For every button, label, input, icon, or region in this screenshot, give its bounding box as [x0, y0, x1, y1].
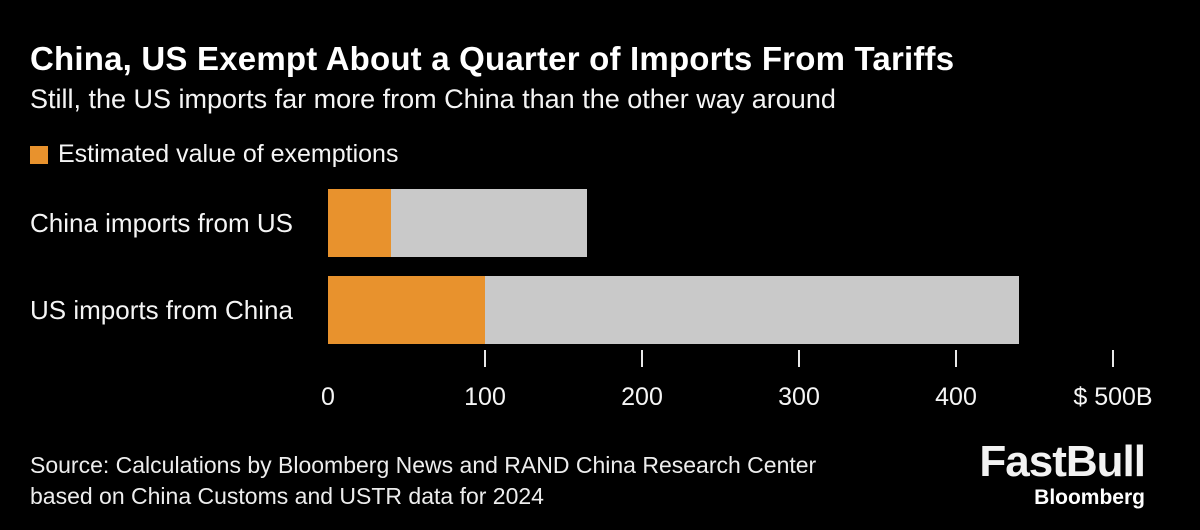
legend: Estimated value of exemptions	[30, 140, 398, 169]
fastbull-logo: FastBull	[979, 437, 1146, 486]
axis-tick-label: 100	[464, 383, 506, 411]
bar-segment-remaining	[485, 276, 1019, 344]
branding: FastBull Bloomberg	[979, 437, 1146, 510]
page-title: China, US Exempt About a Quarter of Impo…	[30, 40, 955, 77]
bar-track	[328, 276, 1113, 344]
source-note: Source: Calculations by Bloomberg News a…	[30, 450, 816, 512]
axis-tick-mark	[798, 350, 800, 367]
x-axis: 0 100 200 300 400 $ 500B	[321, 350, 1153, 412]
axis-tick-mark	[641, 350, 643, 367]
bar-chart: China imports from US US imports from Chi…	[30, 189, 1113, 344]
axis-tick-label: 0	[321, 383, 335, 411]
bar-segment-exemptions	[328, 189, 391, 257]
bar-track	[328, 189, 1113, 257]
bloomberg-logo: Bloomberg	[1034, 486, 1145, 509]
page-subtitle: Still, the US imports far more from Chin…	[30, 84, 836, 114]
axis-tick-mark	[955, 350, 957, 367]
bar-category-label: China imports from US	[30, 207, 293, 238]
axis-tick-mark	[1112, 350, 1114, 367]
source-line-1: Source: Calculations by Bloomberg News a…	[30, 452, 817, 478]
axis-tick-label: 200	[621, 383, 663, 411]
bar-category-label: US imports from China	[30, 294, 293, 325]
bar-row: China imports from US	[30, 189, 1113, 257]
source-line-2: based on China Customs and USTR data for…	[30, 483, 544, 509]
legend-swatch-icon	[30, 145, 48, 164]
bar-segment-exemptions	[328, 276, 485, 344]
legend-label: Estimated value of exemptions	[58, 140, 399, 168]
axis-tick-mark	[484, 350, 486, 367]
bar-row: US imports from China	[30, 276, 1113, 344]
axis-tick-label: 300	[778, 383, 820, 411]
axis-tick-label: 400	[935, 383, 977, 411]
axis-tick-label: $ 500B	[1073, 383, 1153, 411]
bar-segment-remaining	[390, 189, 588, 257]
